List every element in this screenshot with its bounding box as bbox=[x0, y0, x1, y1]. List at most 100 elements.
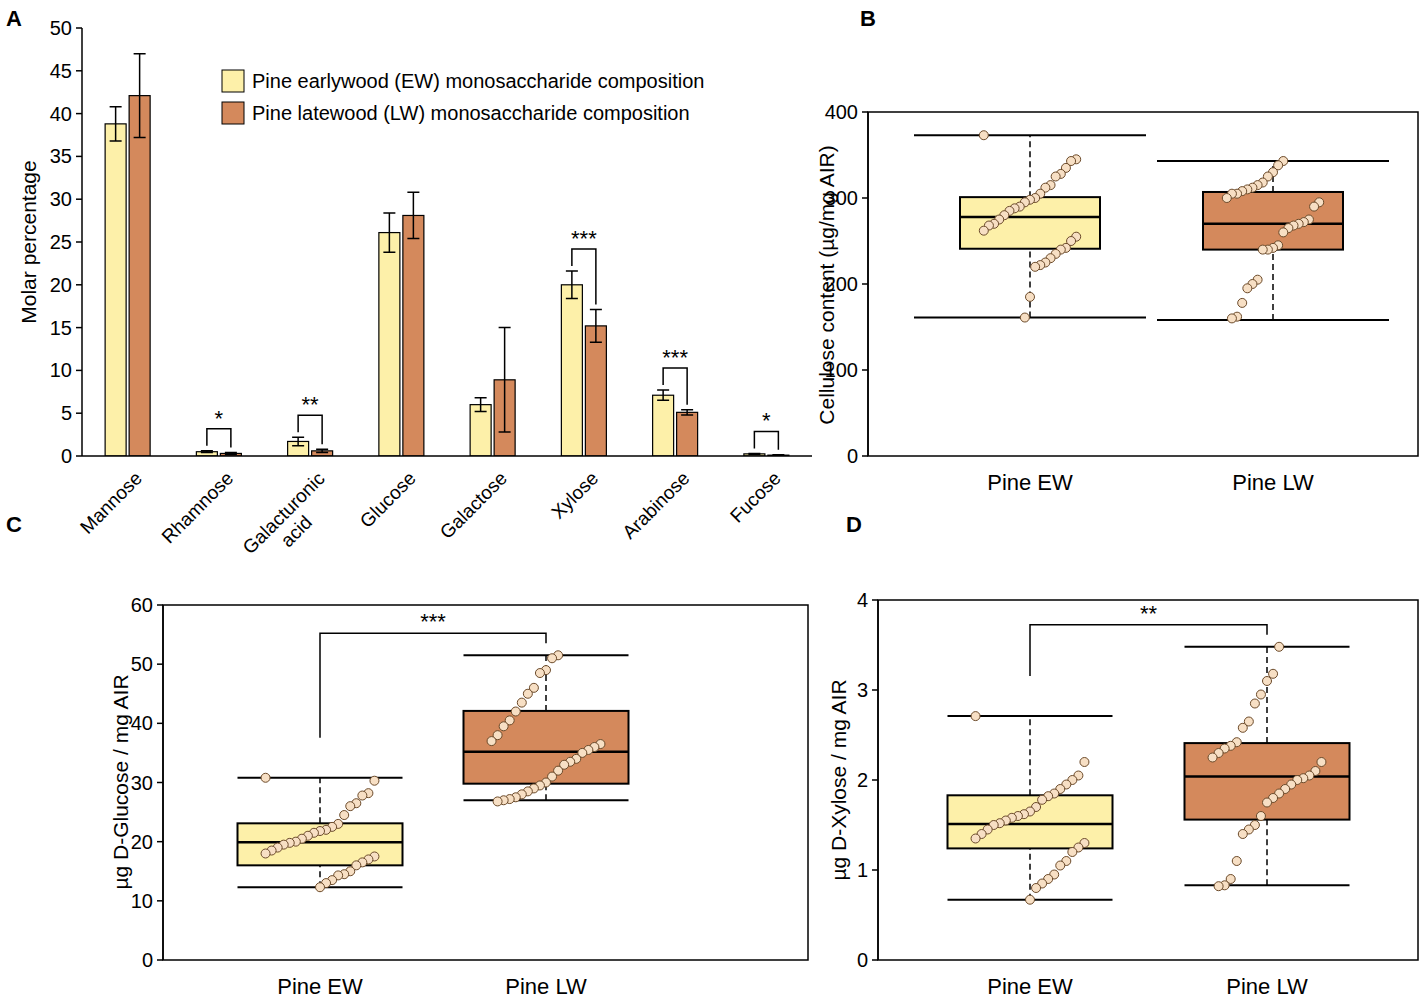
y-tick-label: 3 bbox=[857, 679, 868, 701]
bar bbox=[379, 233, 400, 456]
y-tick bbox=[157, 663, 163, 665]
label-line: acid bbox=[272, 511, 315, 554]
error-bar bbox=[657, 390, 669, 400]
significance-bracket bbox=[207, 429, 231, 448]
y-tick bbox=[862, 369, 868, 371]
y-tick-label: 45 bbox=[50, 60, 72, 82]
y-tick-label: 2 bbox=[857, 769, 868, 791]
x-tick-label: Pine EW bbox=[987, 470, 1073, 495]
x-axis bbox=[82, 455, 812, 457]
data-point bbox=[1256, 812, 1265, 821]
whisker-cap bbox=[914, 317, 1146, 319]
data-point bbox=[370, 776, 379, 785]
bar bbox=[129, 96, 150, 456]
panel-1: B0100200300400Cellulose content (µg/mg A… bbox=[815, 6, 1419, 495]
data-point bbox=[535, 669, 544, 678]
y-tick bbox=[862, 111, 868, 113]
y-tick-label: 30 bbox=[131, 772, 153, 794]
y-tick bbox=[872, 779, 878, 781]
data-point bbox=[1279, 228, 1288, 237]
whisker bbox=[1266, 647, 1268, 743]
y-tick bbox=[76, 70, 82, 72]
significance-bracket bbox=[298, 415, 322, 444]
legend-swatch bbox=[222, 102, 244, 124]
whisker-cap bbox=[464, 654, 629, 656]
significance-bracket bbox=[320, 633, 546, 737]
y-tick-label: 1 bbox=[857, 859, 868, 881]
y-tick-label: 50 bbox=[131, 653, 153, 675]
median bbox=[238, 841, 403, 844]
significance-label: *** bbox=[571, 226, 597, 251]
panel-letter: C bbox=[6, 512, 22, 537]
data-point bbox=[971, 712, 980, 721]
bar bbox=[105, 124, 126, 456]
y-tick bbox=[76, 284, 82, 286]
y-tick bbox=[872, 599, 878, 601]
significance-label: ** bbox=[302, 392, 320, 417]
data-point bbox=[979, 226, 988, 235]
bar bbox=[561, 285, 582, 456]
whisker-cap bbox=[1185, 884, 1350, 886]
y-tick-label: 4 bbox=[857, 589, 868, 611]
error-bar bbox=[590, 310, 602, 343]
panel-letter: A bbox=[6, 6, 22, 31]
x-tick-label: Pine LW bbox=[1226, 974, 1308, 999]
box bbox=[1185, 743, 1350, 820]
data-point bbox=[979, 131, 988, 140]
box bbox=[948, 795, 1113, 848]
bar bbox=[677, 412, 698, 456]
y-tick bbox=[157, 841, 163, 843]
data-point bbox=[1238, 298, 1247, 307]
data-point bbox=[1232, 857, 1241, 866]
data-point bbox=[1263, 798, 1272, 807]
data-point bbox=[1227, 314, 1236, 323]
y-tick bbox=[872, 689, 878, 691]
whisker-cap bbox=[1157, 319, 1389, 321]
y-tick-label: 50 bbox=[50, 17, 72, 39]
significance-label: *** bbox=[662, 345, 688, 370]
y-tick bbox=[76, 156, 82, 158]
data-point bbox=[1214, 882, 1223, 891]
data-point bbox=[1031, 262, 1040, 271]
data-point bbox=[1051, 172, 1060, 181]
whisker-cap bbox=[1157, 160, 1389, 162]
x-tick-label: Xylose bbox=[547, 468, 602, 523]
significance-label: * bbox=[215, 406, 224, 431]
significance-bracket bbox=[1030, 625, 1267, 676]
y-tick-label: 10 bbox=[131, 890, 153, 912]
y-tick-label: 5 bbox=[61, 402, 72, 424]
y-tick bbox=[862, 455, 868, 457]
x-tick-label: Mannose bbox=[76, 468, 146, 538]
y-tick bbox=[157, 723, 163, 725]
y-tick bbox=[76, 327, 82, 329]
whisker-cap bbox=[914, 134, 1146, 136]
y-tick-label: 35 bbox=[50, 145, 72, 167]
y-axis-label: Cellulose content (µg/mg AIR) bbox=[815, 145, 838, 424]
marks bbox=[105, 54, 789, 456]
significance-label: * bbox=[762, 408, 771, 433]
y-tick bbox=[872, 869, 878, 871]
data-point bbox=[499, 722, 508, 731]
data-point bbox=[1317, 758, 1326, 767]
panel-letter: D bbox=[846, 512, 862, 537]
error-bar bbox=[201, 451, 213, 453]
legend-label: Pine latewood (LW) monosaccharide compos… bbox=[252, 102, 690, 124]
data-point bbox=[493, 797, 502, 806]
x-tick-label: Arabinose bbox=[618, 468, 693, 543]
x-tick-label: Pine LW bbox=[1232, 470, 1314, 495]
box bbox=[960, 197, 1100, 249]
error-bar bbox=[499, 328, 511, 432]
data-point bbox=[358, 791, 367, 800]
data-point bbox=[346, 802, 355, 811]
y-tick bbox=[862, 197, 868, 199]
data-point bbox=[261, 773, 270, 782]
panel-0: A05101520253035404550Molar percentageMan… bbox=[6, 6, 812, 574]
whisker bbox=[1029, 135, 1031, 197]
data-point bbox=[1026, 292, 1035, 301]
median bbox=[464, 750, 629, 753]
whisker bbox=[1029, 716, 1031, 795]
y-tick bbox=[76, 113, 82, 115]
data-point bbox=[1222, 194, 1231, 203]
y-tick bbox=[76, 27, 82, 29]
y-tick-label: 20 bbox=[131, 831, 153, 853]
